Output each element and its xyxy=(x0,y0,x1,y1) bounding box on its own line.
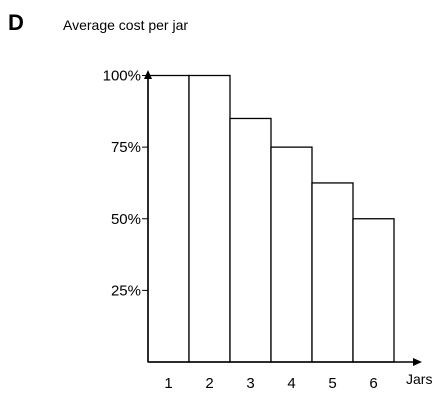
x-tick-label-3: 3 xyxy=(246,375,254,392)
y-tick-label-100: 100% xyxy=(103,68,141,85)
x-tick-label-1: 1 xyxy=(164,375,172,392)
y-axis-title: Average cost per jar xyxy=(63,17,188,33)
x-tick-label-2: 2 xyxy=(205,375,213,392)
y-tick-label-25: 25% xyxy=(111,282,141,299)
x-tick-label-6: 6 xyxy=(369,375,377,392)
bar-4 xyxy=(270,146,313,363)
bar-3 xyxy=(229,117,272,363)
x-tick-label-5: 5 xyxy=(328,375,336,392)
bar-1 xyxy=(147,74,190,363)
y-tick-label-75: 75% xyxy=(111,139,141,156)
tick-labels: 25% 50% 75% 100% 1 2 3 4 5 6 xyxy=(103,68,378,393)
x-axis-arrow xyxy=(413,358,422,366)
bar-2 xyxy=(188,74,231,363)
y-tick-label-50: 50% xyxy=(111,211,141,228)
bar-5 xyxy=(311,182,354,363)
x-tick-label-4: 4 xyxy=(287,375,295,392)
y-axis-arrow xyxy=(144,70,152,79)
axes xyxy=(142,70,422,366)
panel-label: D xyxy=(8,10,24,35)
bars xyxy=(147,74,395,363)
x-axis-title: Jars xyxy=(406,371,432,387)
bar-6 xyxy=(352,218,395,363)
